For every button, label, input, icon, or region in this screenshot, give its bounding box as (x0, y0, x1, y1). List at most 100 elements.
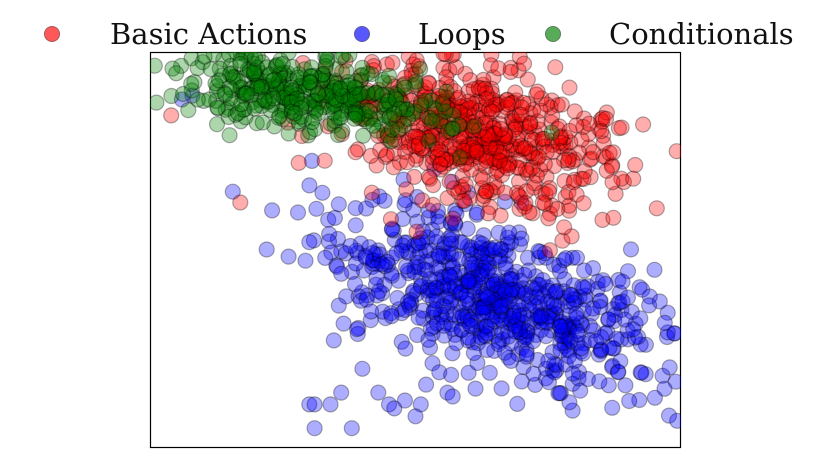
scatter-point-basic-actions (404, 128, 421, 145)
scatter-point-loops (486, 285, 504, 302)
scatter-point-conditionals (276, 101, 293, 118)
scatter-point-basic-actions (420, 75, 437, 92)
scatter-point-basic-actions (504, 112, 521, 129)
scatter-point-basic-actions (366, 91, 383, 108)
scatter-point-basic-actions (557, 129, 574, 146)
scatter-point-loops (396, 196, 413, 213)
scatter-point-basic-actions (604, 174, 621, 191)
scatter-point-basic-actions (531, 161, 549, 178)
scatter-point-basic-actions (454, 112, 471, 130)
scatter-point-loops (496, 291, 513, 308)
scatter-point-loops (419, 229, 436, 246)
scatter-point-conditionals (303, 68, 320, 85)
scatter-point-basic-actions (365, 57, 382, 75)
scatter-point-loops (593, 329, 610, 346)
scatter-point-loops (519, 287, 536, 304)
scatter-point-loops (382, 305, 400, 322)
scatter-point-loops (437, 306, 454, 323)
scatter-point-conditionals (350, 105, 367, 122)
scatter-point-basic-actions (523, 131, 541, 148)
scatter-point-basic-actions (453, 98, 470, 115)
scatter-point-loops (403, 295, 420, 312)
scatter-point-loops (379, 253, 396, 270)
scatter-point-basic-actions (625, 170, 642, 187)
scatter-point-basic-actions (424, 149, 442, 166)
scatter-point-conditionals (325, 94, 342, 112)
scatter-point-conditionals (367, 84, 384, 101)
scatter-point-loops (485, 294, 502, 311)
scatter-point-loops (530, 310, 547, 327)
scatter-point-loops (369, 287, 386, 304)
scatter-point-loops (469, 272, 486, 289)
scatter-point-basic-actions (494, 144, 511, 161)
scatter-point-basic-actions (573, 131, 590, 148)
scatter-point-basic-actions (508, 92, 525, 109)
scatter-point-basic-actions (440, 119, 458, 136)
scatter-point-basic-actions (528, 167, 546, 184)
scatter-point-conditionals (253, 97, 270, 115)
scatter-point-conditionals (278, 87, 295, 104)
scatter-point-basic-actions (483, 80, 500, 97)
scatter-point-basic-actions (576, 163, 593, 180)
scatter-point-loops (596, 325, 614, 342)
scatter-point-loops (502, 234, 520, 251)
scatter-point-conditionals (317, 87, 334, 104)
legend-marker-basic-actions (44, 26, 60, 42)
scatter-point-loops (600, 311, 617, 328)
scatter-point-conditionals (272, 77, 289, 94)
scatter-point-basic-actions (488, 163, 505, 180)
scatter-point-loops (435, 248, 452, 265)
scatter-point-loops (592, 292, 609, 309)
scatter-point-basic-actions (473, 180, 490, 197)
scatter-point-loops (440, 266, 457, 283)
scatter-point-loops (619, 322, 636, 339)
scatter-point-loops (537, 328, 555, 345)
scatter-point-loops (515, 358, 532, 376)
scatter-point-loops (429, 202, 447, 220)
scatter-point-conditionals (381, 109, 398, 126)
scatter-point-loops (533, 313, 550, 330)
scatter-point-loops (471, 279, 488, 296)
scatter-point-basic-actions (531, 121, 548, 138)
scatter-point-basic-actions (314, 80, 331, 98)
scatter-point-loops (518, 346, 535, 363)
scatter-point-loops (479, 241, 496, 258)
scatter-point-conditionals (260, 93, 277, 110)
scatter-point-loops (497, 255, 514, 272)
scatter-point-conditionals (277, 89, 294, 107)
scatter-point-basic-actions (461, 113, 478, 131)
scatter-point-loops (632, 310, 649, 327)
scatter-point-loops (616, 311, 634, 328)
scatter-point-conditionals (328, 61, 345, 78)
scatter-point-basic-actions (443, 124, 460, 141)
scatter-point-loops (368, 269, 385, 286)
scatter-point-loops (492, 248, 509, 265)
scatter-point-conditionals (438, 83, 455, 100)
scatter-point-basic-actions (480, 127, 497, 144)
scatter-point-loops (466, 303, 483, 320)
scatter-point-loops (559, 319, 576, 336)
scatter-point-loops (435, 240, 452, 257)
scatter-point-basic-actions (468, 117, 485, 134)
scatter-point-loops (325, 332, 342, 349)
scatter-point-loops (487, 327, 504, 344)
scatter-point-basic-actions (465, 144, 482, 161)
scatter-point-loops (363, 303, 380, 320)
scatter-point-basic-actions (279, 114, 297, 131)
scatter-point-loops (443, 316, 460, 333)
scatter-point-conditionals (220, 99, 237, 117)
scatter-point-conditionals (348, 106, 365, 123)
scatter-point-basic-actions (414, 98, 432, 115)
scatter-point-basic-actions (592, 111, 610, 128)
scatter-point-basic-actions (536, 155, 553, 173)
scatter-point-conditionals (221, 79, 238, 96)
scatter-point-conditionals (330, 126, 347, 144)
scatter-point-loops (446, 215, 464, 232)
scatter-point-loops (306, 420, 323, 437)
scatter-point-loops (481, 240, 498, 257)
scatter-point-conditionals (261, 81, 278, 98)
scatter-point-basic-actions (549, 120, 566, 137)
scatter-point-basic-actions (607, 185, 624, 202)
scatter-point-conditionals (381, 96, 398, 114)
scatter-point-loops (585, 322, 602, 339)
